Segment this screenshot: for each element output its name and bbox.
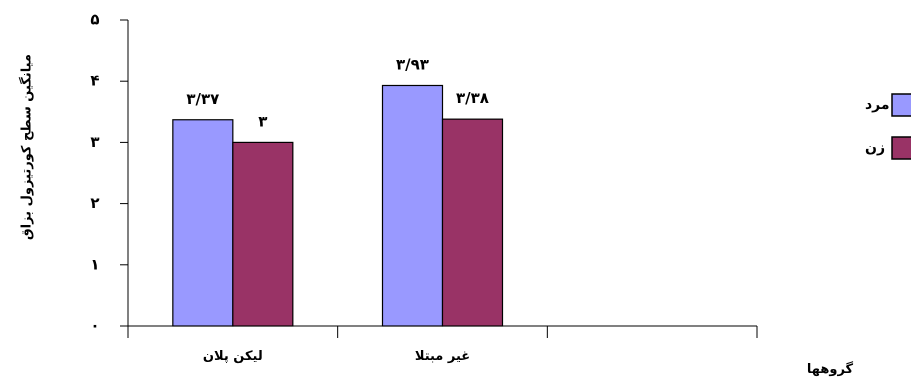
- bar: [172, 119, 234, 327]
- y-tick-label: ۲: [90, 194, 99, 212]
- bar: [232, 141, 294, 327]
- y-tick-label: ۱: [90, 255, 99, 273]
- bar-data-label: ۳/۳۸: [456, 89, 489, 107]
- y-tick-label: ۳: [90, 133, 99, 151]
- y-axis-title: میانگین سطح کورتیزول بزاق: [19, 54, 35, 240]
- bar-data-label: ۳/۳۷: [186, 90, 219, 108]
- y-ticks: ۰ ۱ ۲ ۳ ۴ ۵: [90, 11, 128, 335]
- y-tick-label: ۰: [90, 317, 99, 335]
- x-axis-title: گروهها: [807, 361, 854, 377]
- category-labels: لیکن پلان غیر مبتلا: [203, 349, 470, 364]
- legend-swatch: [891, 93, 911, 117]
- bar-data-label: ۳/۹۳: [396, 55, 429, 73]
- legend-label: مرد: [865, 97, 890, 113]
- bar-data-label: ۳: [258, 112, 267, 130]
- y-tick-label: ۵: [90, 11, 99, 29]
- legend-label: زن: [865, 140, 885, 156]
- x-ticks: [127, 326, 758, 338]
- y-tick-label: ۴: [90, 72, 99, 90]
- bars: [172, 84, 504, 327]
- bar-labels: ۳/۳۷ ۳ ۳/۹۳ ۳/۳۸: [186, 55, 489, 130]
- bar: [381, 84, 444, 327]
- bar: [441, 118, 504, 327]
- category-label: لیکن پلان: [203, 349, 263, 364]
- legend-swatch: [891, 136, 911, 160]
- category-label: غیر مبتلا: [415, 349, 470, 364]
- legend: مرد زن: [865, 93, 911, 160]
